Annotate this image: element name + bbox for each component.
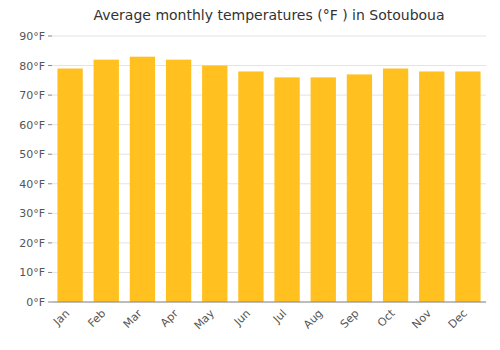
bar <box>166 60 191 302</box>
y-tick-label: 60°F <box>19 119 45 132</box>
bar <box>130 57 155 302</box>
x-tick-label: Feb <box>85 307 108 330</box>
y-tick <box>48 213 52 214</box>
y-tick-label: 40°F <box>19 178 45 191</box>
chart: Average monthly temperatures (°F ) in So… <box>0 0 500 350</box>
y-tick <box>48 36 52 37</box>
x-tick-label: Oct <box>375 306 398 329</box>
y-tick <box>48 183 52 184</box>
x-tick-label: Mar <box>121 307 145 331</box>
y-axis: 0°F 10°F 20°F 30°F 40°F 50°F 60°F 70°F 80°F 90°F <box>19 30 52 309</box>
x-axis-line <box>52 302 486 303</box>
bar <box>238 71 263 302</box>
bar <box>274 77 299 302</box>
y-tick <box>48 154 52 155</box>
x-tick-label: Apr <box>158 307 181 330</box>
y-tick <box>48 65 52 66</box>
y-tick-label: 20°F <box>19 237 45 250</box>
y-tick <box>48 242 52 243</box>
x-tick-label: Nov <box>409 307 434 332</box>
y-tick-label: 80°F <box>19 60 45 73</box>
grid <box>52 36 486 302</box>
grid-line <box>52 36 486 37</box>
x-axis: Jan Feb Mar Apr May Jun Jul Aug Sep Oct Nov Dec <box>50 302 486 332</box>
bar <box>455 71 480 302</box>
y-tick <box>48 272 52 273</box>
x-tick-label: May <box>192 307 218 333</box>
y-tick <box>48 124 52 125</box>
grid-line <box>52 302 486 303</box>
y-tick-label: 50°F <box>19 148 45 161</box>
y-tick-label: 70°F <box>19 89 45 102</box>
y-tick <box>48 95 52 96</box>
x-tick-label: Dec <box>446 307 470 331</box>
y-tick <box>48 302 52 303</box>
bar <box>57 69 82 302</box>
bar <box>347 74 372 302</box>
y-tick-label: 30°F <box>19 207 45 220</box>
bar <box>383 69 408 302</box>
x-tick-label: Sep <box>338 307 362 331</box>
bar <box>311 77 336 302</box>
y-tick-label: 10°F <box>19 266 45 279</box>
x-tick-label: Jun <box>231 307 253 329</box>
bars <box>57 57 480 302</box>
y-tick-label: 0°F <box>26 296 45 309</box>
x-tick-label: Jul <box>270 307 289 326</box>
x-tick-label: Jan <box>50 307 72 329</box>
title: Average monthly temperatures (°F ) in So… <box>93 7 444 23</box>
bar <box>202 66 227 302</box>
bar <box>94 60 119 302</box>
bar <box>419 71 444 302</box>
x-tick-label: Aug <box>301 307 325 331</box>
y-tick-label: 90°F <box>19 30 45 43</box>
